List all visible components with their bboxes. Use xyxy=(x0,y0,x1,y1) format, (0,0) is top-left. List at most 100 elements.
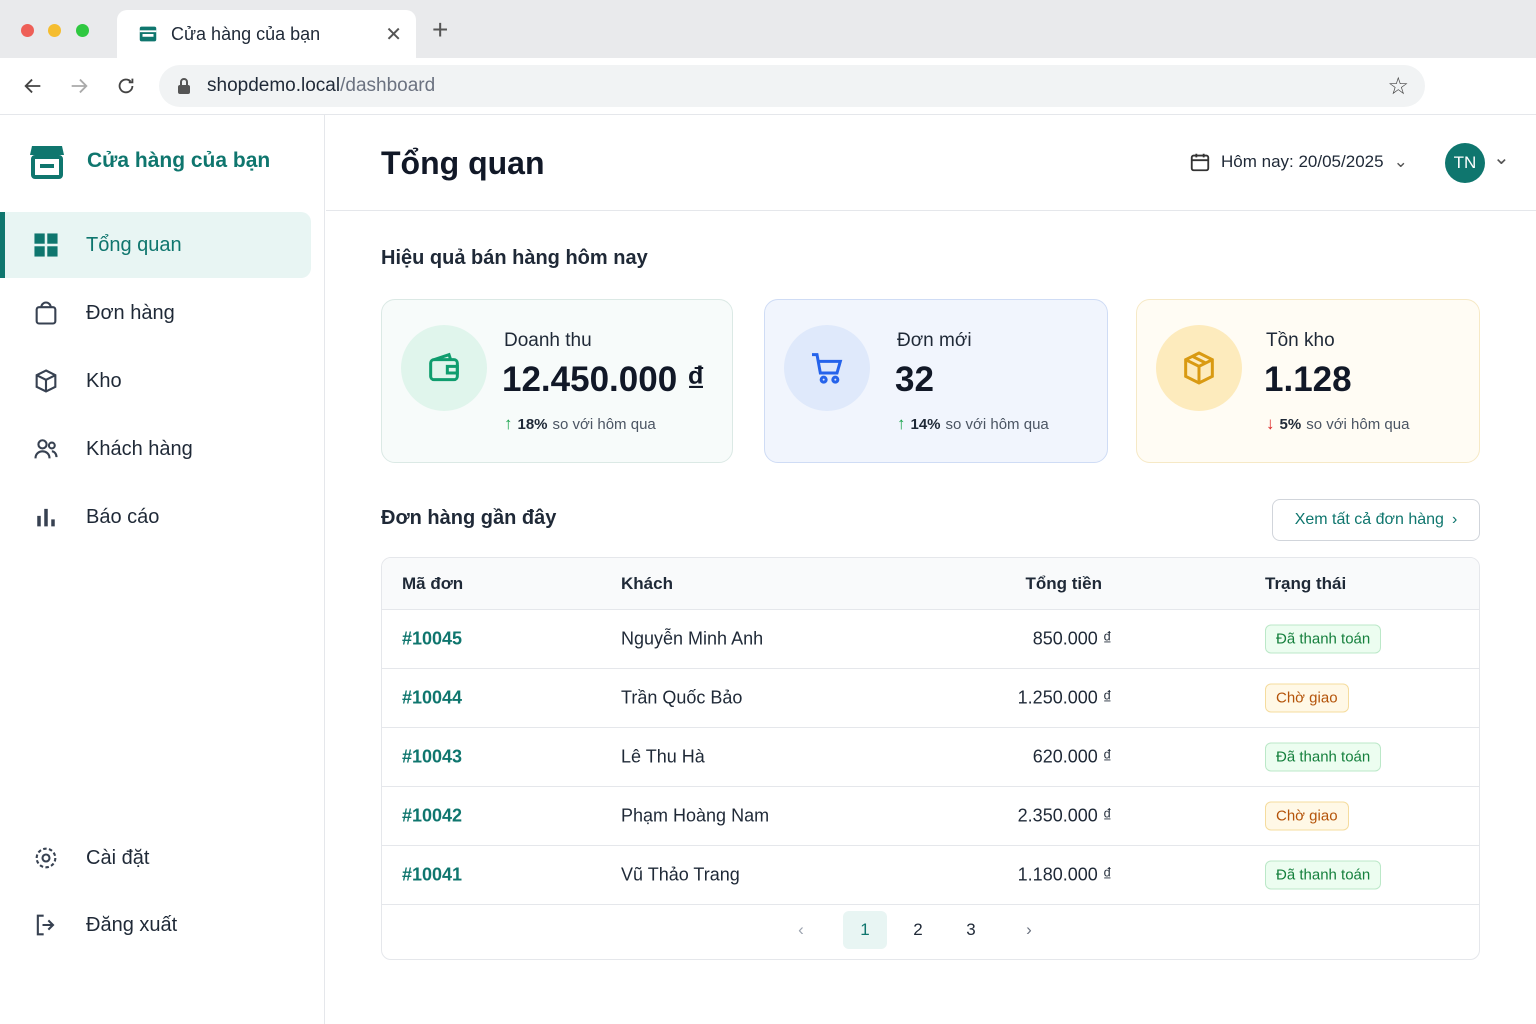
status-badge: Đã thanh toán xyxy=(1265,742,1382,772)
back-button[interactable] xyxy=(22,75,44,97)
order-total: 620.000 ₫ xyxy=(1032,746,1112,767)
page-header: Tổng quan Hôm nay: 20/05/2025 ⌄ TN ⌄ xyxy=(326,115,1536,211)
icon xyxy=(429,352,459,382)
status-badge: Đã thanh toán xyxy=(1265,860,1382,890)
sidebar: Cửa hàng của bạn Tổng quan Đơn hàng Kho Khá… xyxy=(0,115,325,1024)
nav-icon xyxy=(35,301,57,325)
table-row[interactable]: #10044 Trần Quốc Bảo 1.250.000 ₫ Chờ giao xyxy=(382,669,1479,728)
column-header: Trạng thái xyxy=(1265,573,1347,593)
page-number[interactable]: 2 xyxy=(913,920,923,939)
forward-button[interactable] xyxy=(68,75,90,97)
tab-bar: Cửa hàng của bạn ✕ + xyxy=(0,0,1536,58)
order-id[interactable]: #10041 xyxy=(402,864,463,885)
icon xyxy=(1184,351,1214,385)
customer-name: Phạm Hoàng Nam xyxy=(621,805,770,826)
page-number[interactable]: 1 xyxy=(843,911,887,949)
status-badge: Đã thanh toán xyxy=(1265,624,1382,654)
maximize-window[interactable] xyxy=(76,24,89,37)
stat-card: Tồn kho 1.128 ↓ 5% so với hôm qua xyxy=(1136,299,1480,463)
lock-icon xyxy=(178,78,190,94)
order-id[interactable]: #10044 xyxy=(402,687,463,708)
table-row[interactable]: #10043 Lê Thu Hà 620.000 ₫ Đã thanh toán xyxy=(382,728,1479,787)
url-host: shopdemo.local xyxy=(207,75,341,96)
stat-icon xyxy=(1156,325,1242,411)
brand-name: Cửa hàng của bạn xyxy=(87,149,271,172)
next-page[interactable]: › xyxy=(1026,920,1032,939)
stat-change: ↑ 14% so với hôm qua xyxy=(897,414,1049,434)
stat-label: Đơn mới xyxy=(897,330,972,351)
stat-card: Đơn mới 32 ↑ 14% so với hôm qua xyxy=(764,299,1108,463)
table-row[interactable]: #10045 Nguyễn Minh Anh 850.000 ₫ Đã thanh t… xyxy=(382,610,1479,669)
status-badge: Chờ giao xyxy=(1265,801,1349,831)
bookmark-star[interactable]: ☆ xyxy=(1387,72,1409,100)
view-all-orders[interactable]: Xem tất cả đơn hàng › xyxy=(1272,499,1480,541)
close-window[interactable] xyxy=(21,24,34,37)
order-total: 1.250.000 ₫ xyxy=(1017,687,1112,708)
nav-item[interactable]: Cài đặt xyxy=(0,825,311,891)
url-path: /dashboard xyxy=(340,75,436,96)
avatar[interactable]: TN xyxy=(1445,143,1485,183)
stat-value: 32 xyxy=(895,360,934,399)
stat-label: Doanh thu xyxy=(504,330,592,351)
reload-button[interactable] xyxy=(115,75,137,97)
stat-change: ↑ 18% so với hôm qua xyxy=(504,414,656,434)
chevron: › xyxy=(1451,511,1458,528)
nav-item[interactable]: Đơn hàng xyxy=(0,280,311,346)
stat-card: Doanh thu 12.450.000 ₫ ↑ 18% so với hôm qua xyxy=(381,299,733,463)
tab-icon xyxy=(139,26,157,42)
tab-title: Cửa hàng của bạn xyxy=(171,23,321,44)
customer-name: Trần Quốc Bảo xyxy=(621,687,743,708)
nav-item[interactable]: Đăng xuất xyxy=(0,892,311,958)
nav-item[interactable]: Khách hàng xyxy=(0,416,311,482)
table-row[interactable]: #10042 Phạm Hoàng Nam 2.350.000 ₫ Chờ giao xyxy=(382,787,1479,846)
table-header: Mã đơn Khách Tổng tiền Trạng thái xyxy=(382,558,1479,610)
nav-icon xyxy=(34,439,58,459)
stat-icon xyxy=(401,325,487,411)
page-number[interactable]: 3 xyxy=(966,920,976,939)
tab[interactable]: Cửa hàng của bạn ✕ xyxy=(117,10,416,58)
close-tab[interactable]: ✕ xyxy=(385,23,402,46)
icon xyxy=(812,353,843,384)
nav-item[interactable]: Báo cáo xyxy=(0,484,311,550)
nav-item[interactable]: Kho xyxy=(0,348,311,414)
trend-arrow: ↓ xyxy=(1266,414,1275,433)
avatar-caret[interactable]: ⌄ xyxy=(1493,147,1510,169)
order-id[interactable]: #10042 xyxy=(402,805,463,826)
nav-label: Báo cáo xyxy=(86,505,160,528)
url-field[interactable]: shopdemo.local/dashboard ☆ xyxy=(159,65,1425,107)
address-bar: shopdemo.local/dashboard ☆ xyxy=(0,58,1536,115)
status-badge: Chờ giao xyxy=(1265,683,1349,713)
date-text: Hôm nay: 20/05/2025 xyxy=(1221,152,1384,171)
section-title: Hiệu quả bán hàng hôm nay xyxy=(381,247,648,269)
prev-page[interactable]: ‹ xyxy=(798,920,804,939)
nav-label: Tổng quan xyxy=(86,233,182,256)
nav-icon xyxy=(34,233,58,257)
customer-name: Vũ Thảo Trang xyxy=(621,864,740,885)
nav-label: Đăng xuất xyxy=(86,913,178,936)
order-total: 850.000 ₫ xyxy=(1032,628,1112,649)
trend-arrow: ↑ xyxy=(897,414,906,433)
nav-icon xyxy=(37,508,55,527)
order-id[interactable]: #10045 xyxy=(402,628,463,649)
nav-icon xyxy=(35,369,57,393)
nav-icon xyxy=(35,847,57,869)
stat-change: ↓ 5% so với hôm qua xyxy=(1266,414,1409,434)
new-tab[interactable]: + xyxy=(432,14,449,45)
order-id[interactable]: #10043 xyxy=(402,746,463,767)
stat-label: Tồn kho xyxy=(1266,330,1335,351)
change-value: 14% xyxy=(910,415,941,433)
change-note: so với hôm qua xyxy=(552,415,656,433)
column-header: Mã đơn xyxy=(402,573,464,593)
orders-table: Mã đơn Khách Tổng tiền Trạng thái #10045 Nguy… xyxy=(381,557,1480,960)
date-picker[interactable]: Hôm nay: 20/05/2025 ⌄ xyxy=(1189,151,1408,173)
stat-value: 1.128 xyxy=(1264,360,1352,399)
stat-value: 12.450.000 ₫ xyxy=(502,360,705,399)
minimize-window[interactable] xyxy=(48,24,61,37)
nav-label: Khách hàng xyxy=(86,437,193,460)
nav-item[interactable]: Tổng quan xyxy=(0,212,311,278)
trend-arrow: ↑ xyxy=(504,414,513,433)
stat-icon xyxy=(784,325,870,411)
change-value: 18% xyxy=(517,415,548,433)
table-row[interactable]: #10041 Vũ Thảo Trang 1.180.000 ₫ Đã thanh t… xyxy=(382,846,1479,905)
